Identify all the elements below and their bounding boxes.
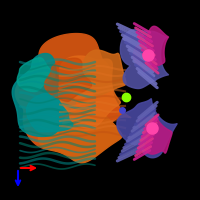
Polygon shape	[27, 92, 73, 132]
Polygon shape	[58, 56, 120, 128]
Polygon shape	[138, 115, 172, 154]
Polygon shape	[39, 34, 110, 89]
Polygon shape	[83, 50, 126, 96]
Polygon shape	[17, 58, 55, 92]
Polygon shape	[120, 30, 168, 89]
Polygon shape	[38, 109, 122, 163]
Polygon shape	[117, 99, 177, 158]
Polygon shape	[133, 26, 168, 71]
Polygon shape	[12, 53, 75, 136]
Polygon shape	[45, 58, 92, 101]
Polygon shape	[15, 48, 131, 149]
